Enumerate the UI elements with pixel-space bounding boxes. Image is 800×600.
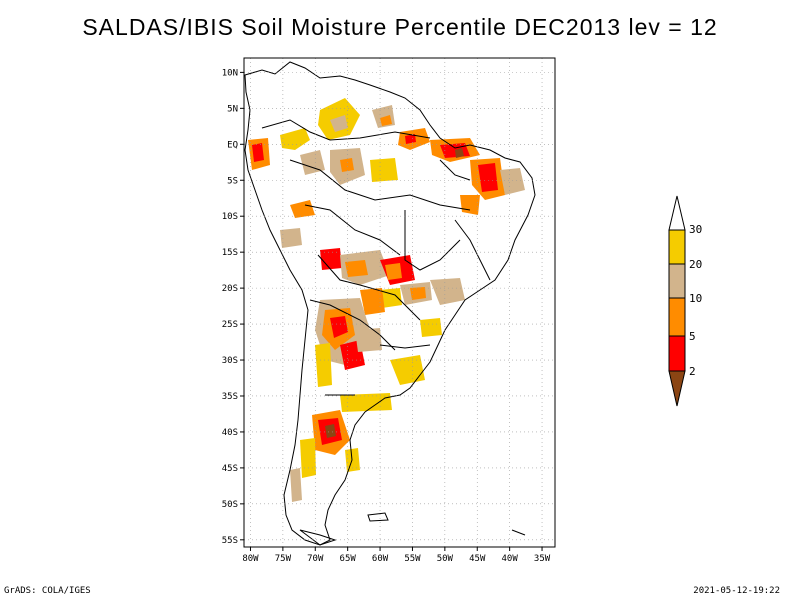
lon-label: 80W [242, 554, 259, 564]
lat-label: 10S [222, 212, 238, 222]
lon-label: 65W [340, 554, 357, 564]
legend-label-2: 2 [689, 365, 696, 378]
lon-label: 70W [307, 554, 324, 564]
lat-label: 20S [222, 284, 238, 294]
percentile-patches [248, 98, 525, 502]
lat-label: 40S [222, 428, 238, 438]
map-frame [243, 57, 556, 548]
colorbar-5to10 [668, 297, 686, 337]
legend-label-20: 20 [689, 258, 702, 271]
colorbar-2to5 [668, 335, 686, 372]
axis-ticks: 10N 5N EQ 5S 10S 15S 20S 25S 30S 35S 40S 45S 50S 55S 8… [222, 68, 551, 564]
lon-label: 40W [502, 554, 519, 564]
lat-label: 30S [222, 356, 238, 366]
colorbar-above30 [668, 195, 686, 231]
lon-label: 55W [404, 554, 421, 564]
lat-label: 25S [222, 320, 238, 330]
lat-label: 10N [222, 68, 238, 78]
lat-label: 50S [222, 500, 238, 510]
map-grid [244, 58, 555, 547]
lon-label: 45W [469, 554, 486, 564]
lon-label: 35W [534, 554, 551, 564]
lat-label: 5N [227, 104, 238, 114]
lon-label: 60W [372, 554, 389, 564]
lat-label: 55S [222, 536, 238, 546]
colorbar-10to20 [668, 263, 686, 299]
lat-label: 35S [222, 392, 238, 402]
lon-label: 75W [275, 554, 292, 564]
colorbar-legend: 30 20 10 5 2 [668, 195, 702, 407]
lat-label: 45S [222, 464, 238, 474]
colorbar-20to30 [668, 229, 686, 265]
lat-label: EQ [227, 140, 238, 150]
footer-timestamp: 2021-05-12-19:22 [693, 586, 780, 596]
footer-credit: GrADS: COLA/IGES [4, 586, 91, 596]
legend-label-10: 10 [689, 292, 702, 305]
coastline [244, 61, 536, 546]
lat-label: 15S [222, 248, 238, 258]
legend-label-30: 30 [689, 223, 702, 236]
legend-label-5: 5 [689, 330, 696, 343]
map-title: SALDAS/IBIS Soil Moisture Percentile DEC… [82, 14, 718, 40]
lat-label: 5S [227, 176, 238, 186]
colorbar-below2 [668, 370, 686, 407]
lon-label: 50W [437, 554, 454, 564]
